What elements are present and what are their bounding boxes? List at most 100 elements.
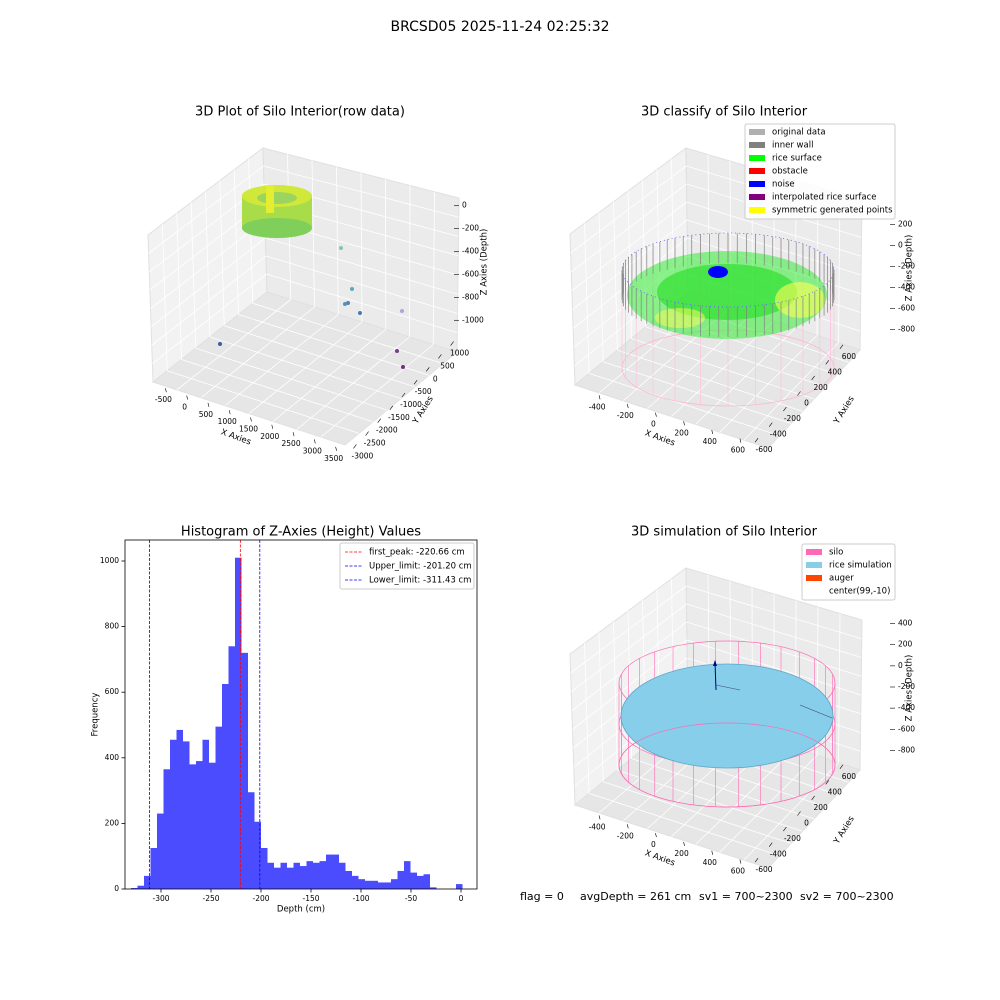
y-tick-label: -600 <box>756 445 773 454</box>
legend-box <box>744 123 896 220</box>
x-tick-mark <box>271 424 274 429</box>
y-tick-label: -200 <box>784 834 801 843</box>
legend-label: interpolated rice surface <box>772 193 877 203</box>
z-tick-label: -800 <box>898 745 915 754</box>
x-tick-label: 600 <box>731 867 746 876</box>
x-tick-label: 0 <box>651 840 656 849</box>
legend-swatch <box>749 129 765 135</box>
y-tick-label: -3000 <box>352 451 374 460</box>
bar <box>404 861 411 889</box>
bar <box>267 862 274 889</box>
legend-swatch <box>806 549 822 555</box>
y-tick-mark <box>797 811 801 816</box>
bar <box>222 683 229 889</box>
status-text: avgDepth = 261 cm <box>580 890 691 903</box>
chart-title: 3D Plot of Silo Interior(row data) <box>195 105 405 120</box>
noise <box>708 266 728 278</box>
point-cloud <box>242 218 312 238</box>
x-tick-label: 3500 <box>324 454 343 463</box>
x-tick-label: 3000 <box>303 446 322 455</box>
generated-points <box>775 282 825 318</box>
pane-grid <box>572 639 688 730</box>
pane-grid <box>571 621 687 711</box>
bar <box>183 741 190 889</box>
outlier-point <box>395 349 399 353</box>
silo-ring <box>621 232 835 308</box>
bar <box>326 854 333 889</box>
pane-grid <box>695 747 796 845</box>
pane-grid <box>263 165 459 218</box>
outlier-point <box>343 302 347 306</box>
z-tick-label: -200 <box>898 262 915 271</box>
legend-label: Lower_limit: -311.43 cm <box>369 576 471 586</box>
pane-grid <box>686 219 862 276</box>
y-tick-label: 800 <box>105 622 120 631</box>
x-tick-label: -100 <box>352 894 369 903</box>
bar <box>144 875 151 889</box>
y-tick-label: -600 <box>756 865 773 874</box>
pane-grid <box>238 314 430 376</box>
x-tick-mark <box>711 850 714 855</box>
bar <box>170 739 177 889</box>
chart-title: 3D classify of Silo Interior <box>641 105 808 120</box>
legend-label: auger <box>829 574 854 584</box>
x-tick-mark <box>186 395 188 400</box>
silo-ring <box>618 722 836 808</box>
x-tick-label: 0 <box>182 403 187 412</box>
x-tick-label: 1000 <box>218 417 237 426</box>
pane-grid <box>686 201 862 257</box>
bar <box>189 764 196 889</box>
z-tick-label: -600 <box>898 304 915 313</box>
bar <box>423 874 430 889</box>
status-text: flag = 0 <box>520 890 564 903</box>
y-tick-mark <box>365 431 369 436</box>
bar <box>228 646 235 889</box>
x-tick-mark <box>683 841 685 846</box>
x-tick-label: -500 <box>155 395 172 404</box>
y-tick-label: 400 <box>105 753 120 762</box>
y-tick-label: -500 <box>415 387 432 396</box>
y-tick-mark <box>438 354 442 359</box>
bar <box>137 885 144 889</box>
bar <box>157 813 164 889</box>
auger <box>715 684 741 691</box>
pane-grid <box>150 219 266 309</box>
x-tick-mark <box>626 824 629 829</box>
status-text: sv2 = 700~2300 <box>800 890 894 903</box>
y-tick-label: 600 <box>842 352 857 361</box>
y-tick-label: -1000 <box>400 400 422 409</box>
bar <box>241 652 248 889</box>
x-tick-mark <box>250 417 252 422</box>
x-tick-label: 200 <box>674 849 689 858</box>
bar <box>202 739 209 889</box>
x-axis-label: Depth (cm) <box>277 905 325 915</box>
bar <box>332 854 339 889</box>
x-tick-label: -200 <box>617 411 634 420</box>
bar <box>306 861 313 889</box>
pane-grid <box>571 201 687 291</box>
y-tick-mark <box>811 795 815 801</box>
legend-swatch <box>749 142 765 148</box>
legend-swatch <box>749 181 765 187</box>
y-tick-mark <box>768 422 773 427</box>
chart-title: 3D simulation of Silo Interior <box>631 525 818 540</box>
bar <box>391 879 398 889</box>
bar <box>352 875 359 889</box>
x-tick-label: 2000 <box>260 432 279 441</box>
z-axis-label: Z Axies (Depth) <box>905 235 915 302</box>
pane-grid <box>252 302 444 365</box>
outlier-point <box>400 309 404 313</box>
x-tick-mark <box>228 410 231 415</box>
y-tick-label: 0 <box>804 399 809 408</box>
y-tick-label: -1500 <box>388 413 410 422</box>
x-tick-mark <box>314 439 316 444</box>
bar <box>248 792 255 889</box>
bar <box>131 888 138 889</box>
legend-swatch <box>806 562 822 568</box>
bar <box>417 875 424 889</box>
pane-grid <box>719 335 818 433</box>
x-tick-label: -400 <box>589 822 606 831</box>
legend-label: silo <box>829 548 843 558</box>
pane-grid <box>686 603 862 658</box>
x-tick-mark <box>711 429 714 435</box>
